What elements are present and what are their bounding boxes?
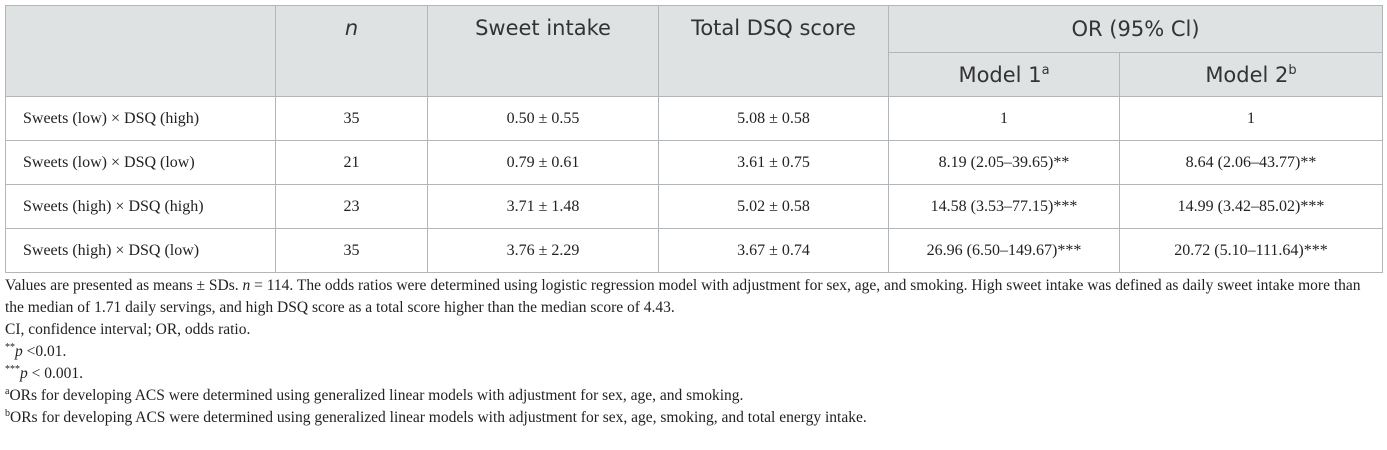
note-p01-p: p (15, 343, 23, 360)
note-p001-rest: < 0.001. (27, 365, 83, 382)
row-sweet: 3.76 ± 2.29 (427, 228, 659, 273)
note-values-b: = 114. The odds ratios were determined u… (5, 277, 1361, 316)
note-a-text: ORs for developing ACS were determined u… (9, 387, 744, 404)
row-dsq: 5.08 ± 0.58 (658, 96, 889, 141)
row-label: Sweets (high) × DSQ (high) (5, 184, 276, 229)
row-sweet: 3.71 ± 1.48 (427, 184, 659, 229)
note-p01-rest: <0.01. (22, 343, 67, 360)
row-label: Sweets (low) × DSQ (high) (5, 96, 276, 141)
header-blank (5, 5, 276, 97)
note-values: Values are presented as means ± SDs. n =… (5, 275, 1382, 319)
row-model2: 1 (1119, 96, 1383, 141)
results-table-container: n Sweet intake Total DSQ score OR (95% C… (5, 5, 1383, 273)
row-n: 21 (275, 140, 428, 185)
table-row: Sweets (high) × DSQ (low) 35 3.76 ± 2.29… (5, 228, 1383, 273)
row-model1: 26.96 (6.50–149.67)*** (888, 228, 1120, 273)
row-label: Sweets (high) × DSQ (low) (5, 228, 276, 273)
row-model2: 14.99 (3.42–85.02)*** (1119, 184, 1383, 229)
row-dsq: 3.61 ± 0.75 (658, 140, 889, 185)
header-model1: Model 1a (888, 52, 1120, 97)
note-p01: **p <0.01. (5, 341, 1382, 363)
row-dsq: 3.67 ± 0.74 (658, 228, 889, 273)
row-n: 23 (275, 184, 428, 229)
note-values-n: n (242, 277, 251, 294)
row-sweet: 0.79 ± 0.61 (427, 140, 659, 185)
header-model2-text: Model 2 (1205, 62, 1289, 87)
table-row: Sweets (high) × DSQ (high) 23 3.71 ± 1.4… (5, 184, 1383, 229)
row-model1: 14.58 (3.53–77.15)*** (888, 184, 1120, 229)
row-label: Sweets (low) × DSQ (low) (5, 140, 276, 185)
table-footnotes: Values are presented as means ± SDs. n =… (5, 275, 1382, 429)
results-table: n Sweet intake Total DSQ score OR (95% C… (5, 5, 1383, 273)
row-n: 35 (275, 96, 428, 141)
row-n: 35 (275, 228, 428, 273)
note-p001: ***p < 0.001. (5, 363, 1382, 385)
header-model1-text: Model 1 (958, 62, 1042, 87)
header-model2-sup: b (1288, 62, 1297, 78)
row-model1: 1 (888, 96, 1120, 141)
header-n: n (275, 5, 428, 97)
note-p01-stars: ** (5, 341, 15, 353)
header-sweet-intake: Sweet intake (427, 5, 659, 97)
note-p001-stars: *** (5, 363, 20, 375)
header-or: OR (95% Cl) (888, 5, 1383, 53)
row-dsq: 5.02 ± 0.58 (658, 184, 889, 229)
row-model2: 8.64 (2.06–43.77)** (1119, 140, 1383, 185)
header-row-1: n Sweet intake Total DSQ score OR (95% C… (5, 5, 1383, 97)
note-b-text: ORs for developing ACS were determined u… (10, 409, 867, 426)
note-b-sup: b (5, 407, 10, 419)
table-row: Sweets (low) × DSQ (low) 21 0.79 ± 0.61 … (5, 140, 1383, 185)
note-a-sup: a (5, 385, 10, 397)
table-row: Sweets (low) × DSQ (high) 35 0.50 ± 0.55… (5, 96, 1383, 141)
header-model1-sup: a (1041, 62, 1050, 78)
note-values-a: Values are presented as means ± SDs. (5, 277, 243, 294)
note-a: aORs for developing ACS were determined … (5, 385, 1382, 407)
note-p001-p: p (20, 365, 28, 382)
header-total-dsq: Total DSQ score (658, 5, 889, 97)
note-ci: CI, confidence interval; OR, odds ratio. (5, 321, 251, 338)
row-model2: 20.72 (5.10–111.64)*** (1119, 228, 1383, 273)
header-model2: Model 2b (1119, 52, 1383, 97)
row-model1: 8.19 (2.05–39.65)** (888, 140, 1120, 185)
note-b: bORs for developing ACS were determined … (5, 407, 1382, 429)
header-row-2: Model 1a Model 2b (6, 52, 1383, 97)
row-sweet: 0.50 ± 0.55 (427, 96, 659, 141)
